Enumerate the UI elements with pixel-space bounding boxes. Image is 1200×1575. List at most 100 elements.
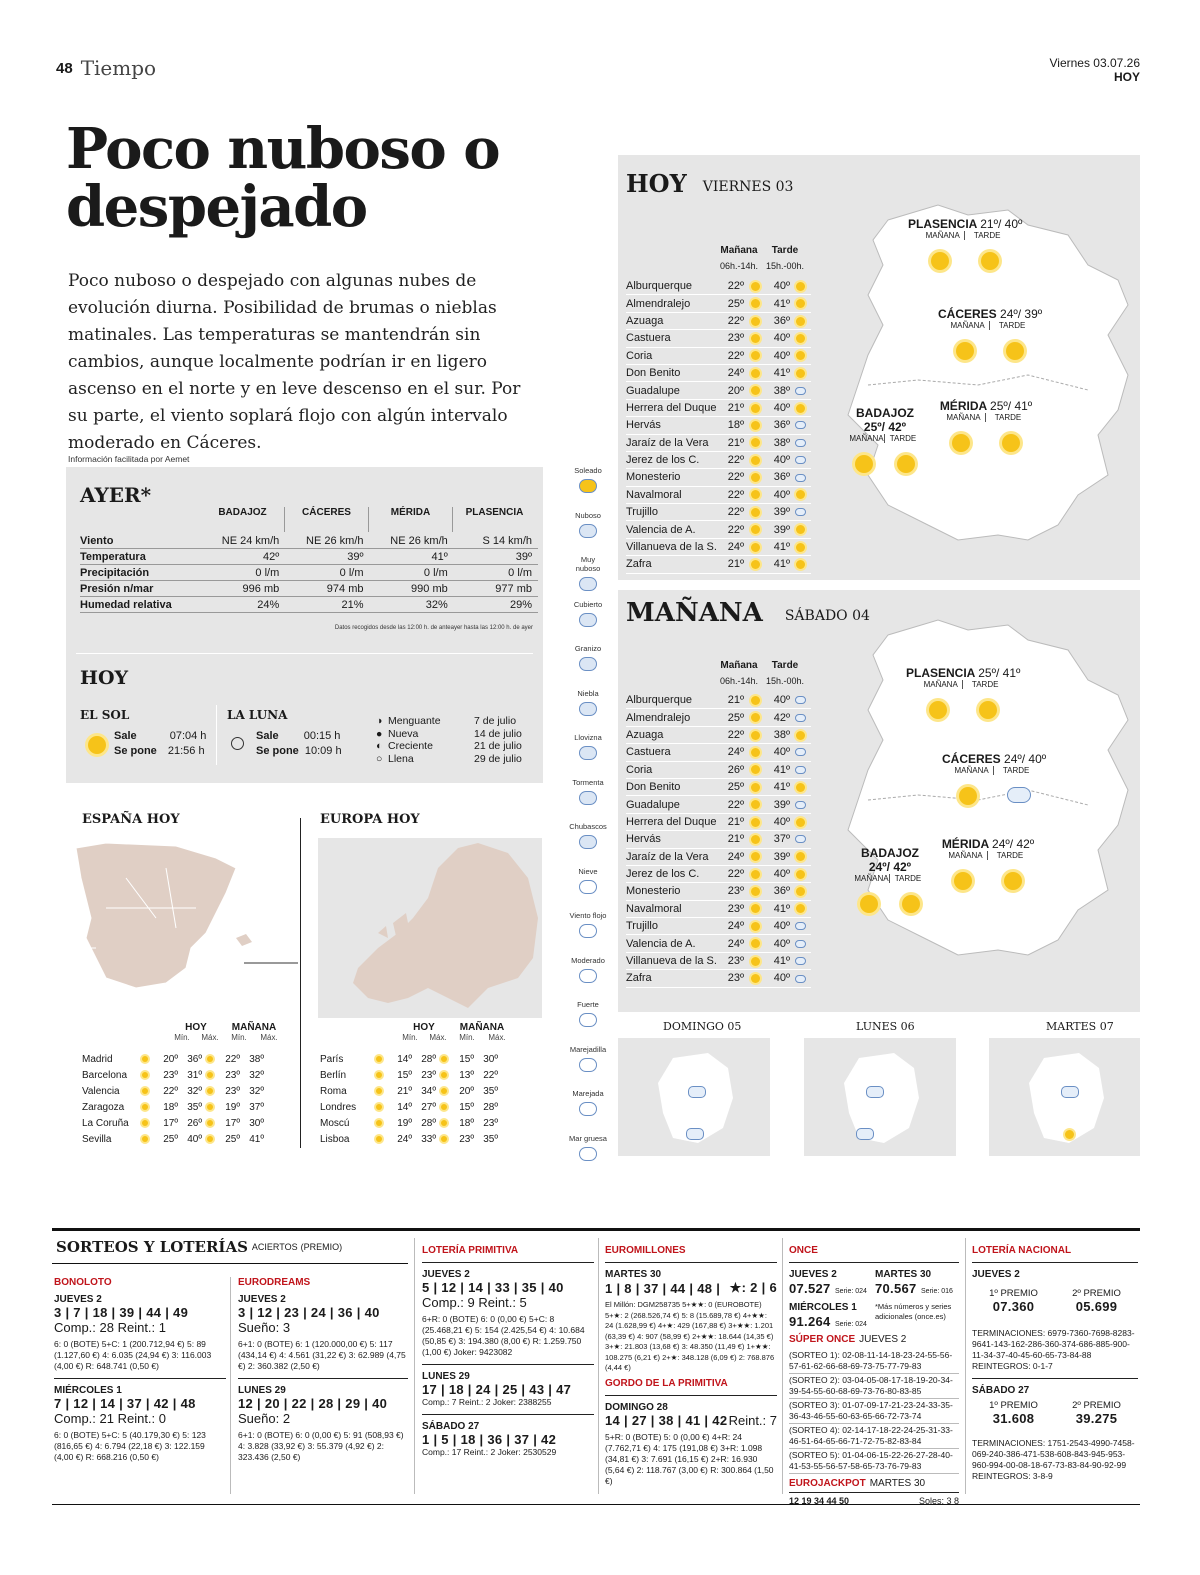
moon-waning-icon: ◑: [376, 715, 383, 727]
city-row: Navalmoral 22º 40º: [626, 487, 811, 505]
header-date-block: Viernes 03.07.26 HOY: [1049, 56, 1140, 84]
once-block: ONCE JUEVES 2 07.527 Serie: 024 MIÉRCOLES…: [789, 1245, 959, 1506]
sun-icon: [207, 1136, 213, 1143]
sun-icon: [750, 386, 760, 396]
sun-icon: [376, 1136, 382, 1143]
weather-icon: [579, 835, 597, 849]
city-row: Azuaga 22º 36º: [626, 313, 811, 331]
cloud-sun-icon: [794, 765, 806, 774]
legend-item: Granizo: [568, 644, 608, 671]
sun-icon: [795, 887, 805, 897]
city-row: Valencia de A. 22º 39º: [626, 521, 811, 539]
weather-icon: [579, 701, 597, 716]
city-row: Moscú 19º 28º 18º 23º: [320, 1118, 498, 1129]
cloud-sun-icon: [794, 456, 806, 465]
day-label: LUNES 06: [856, 1020, 915, 1033]
city-row: Villanueva de la S. 24º 41º: [626, 539, 811, 557]
cloud-sun-icon: [794, 957, 806, 966]
sun-icon: [207, 1120, 213, 1127]
sun-icon: [750, 730, 760, 740]
city-row: Navalmoral 23º 41º: [626, 901, 811, 919]
cloud-sun-icon: [794, 508, 806, 517]
sun-icon: [750, 299, 760, 309]
sol-title: EL SOL: [80, 708, 130, 722]
moon-phases: ◑ Menguante 7 de julio ● Nueva 14 de julio ◐…: [376, 715, 522, 765]
sun-icon: [750, 333, 760, 343]
tomorrow-day: SÁBADO 04: [784, 608, 870, 624]
sun-icon: [795, 904, 805, 914]
page-number: 48: [56, 59, 73, 77]
bonoloto-block: BONOLOTO JUEVES 2 3 | 7 | 18 | 39 | 44 |…: [54, 1277, 226, 1463]
cloud-sun-icon: [794, 696, 806, 705]
hoy-title: HOY: [80, 667, 129, 689]
sun-icon: [750, 782, 760, 792]
sun-icon: [441, 1104, 447, 1111]
sun-icon: [142, 1072, 148, 1079]
super-once-draw: (SORTEO 2): 03-04-05-08-17-18-19-20-34-3…: [789, 1374, 959, 1399]
espana-rows: Madrid 20º 36º 22º 38º Barcelona 23º 31º 23º 32º V…: [82, 1052, 287, 1148]
super-once-draw: (SORTEO 1): 02-08-11-14-18-23-24-55-56-5…: [789, 1349, 959, 1374]
next-days: DOMINGO 05 LUNES 06 MARTES 07: [618, 1020, 1140, 1158]
sun-icon: [750, 817, 760, 827]
mini-map: [989, 1038, 1140, 1156]
sun-icon: [441, 1056, 447, 1063]
lottery-rule: [52, 1228, 1140, 1231]
sun-icon: [750, 921, 760, 931]
sun-icon: [795, 490, 805, 500]
divider: [216, 705, 217, 765]
header-today: HOY: [1113, 70, 1140, 84]
legend-item: Fuerte: [568, 1000, 608, 1027]
city-row: Jerez de los C. 22º 40º: [626, 866, 811, 884]
city-row: Coria 22º 40º: [626, 348, 811, 365]
legend-item: Tormenta: [568, 778, 608, 805]
divider: [52, 1263, 408, 1264]
legend-item: Soleado: [568, 466, 608, 493]
tomorrow-title: MAÑANA: [626, 598, 763, 628]
sun-icon: [207, 1104, 213, 1111]
sun-icon: [795, 403, 805, 413]
legend-item: Niebla: [568, 689, 608, 716]
sun-icon: [142, 1104, 148, 1111]
sun-icon: [142, 1056, 148, 1063]
city-row: Londres 14º 27º 15º 28º: [320, 1102, 498, 1113]
cloud-sun-icon: [688, 1086, 706, 1098]
legend-item: Cubierto: [568, 600, 608, 627]
map-city-merida: MÉRIDA 24º/ 42º MAÑANA TARDE: [938, 837, 1038, 890]
page-header: 48 Tiempo: [56, 56, 156, 80]
weather-icon: [579, 523, 597, 538]
legend-item: Marejada: [568, 1089, 608, 1116]
weather-icon: [579, 879, 597, 894]
weather-icon: [579, 577, 597, 591]
city-row: Trujillo 24º 40º: [626, 918, 811, 936]
city-row: Zaragoza 18º 35º 19º 37º: [82, 1102, 264, 1113]
sun-icon: [795, 333, 805, 343]
source-credit: Información facilitada por Aemet: [68, 454, 190, 464]
lottery-header: SORTEOS Y LOTERÍAS ACIERTOS (PREMIO): [56, 1238, 343, 1256]
moon-icon: [231, 737, 244, 750]
cloud-sun-icon: [794, 974, 806, 983]
weather-icon: [579, 1102, 597, 1116]
sun-icon: [795, 542, 805, 552]
europa-rows: París 14º 28º 15º 30º Berlín 15º 23º 13º 22º Roma 2…: [320, 1052, 540, 1148]
legend-item: Nuboso: [568, 511, 608, 538]
sun-icon: [142, 1136, 148, 1143]
city-row: Valencia de A. 24º 40º: [626, 935, 811, 953]
sun-icon: [1065, 1130, 1074, 1139]
sun-icon: [795, 817, 805, 827]
sun-icon: [795, 560, 805, 570]
legend-item: Viento flojo: [568, 911, 608, 938]
cloud-sun-icon: [794, 939, 806, 948]
sun-icon: [750, 695, 760, 705]
sun-icon: [750, 713, 760, 723]
legend-item: Mar gruesa: [568, 1134, 608, 1161]
tomorrow-panel: MAÑANA SÁBADO 04 Mañana Tarde 06h.-14h. 15…: [618, 590, 1140, 1012]
divider: [230, 1277, 231, 1494]
ayer-city: CÁCERES: [285, 507, 369, 532]
sun-icon: [207, 1072, 213, 1079]
sun-icon: [795, 852, 805, 862]
ayer-city-headers: BADAJOZ CÁCERES MÉRIDA PLASENCIA: [201, 507, 536, 532]
city-row: Jerez de los C. 22º 40º: [626, 452, 811, 470]
extremadura-map: [847, 204, 1129, 541]
cloud-sun-icon: [794, 438, 806, 447]
city-row: Lisboa 24º 33º 23º 35º: [320, 1134, 498, 1145]
